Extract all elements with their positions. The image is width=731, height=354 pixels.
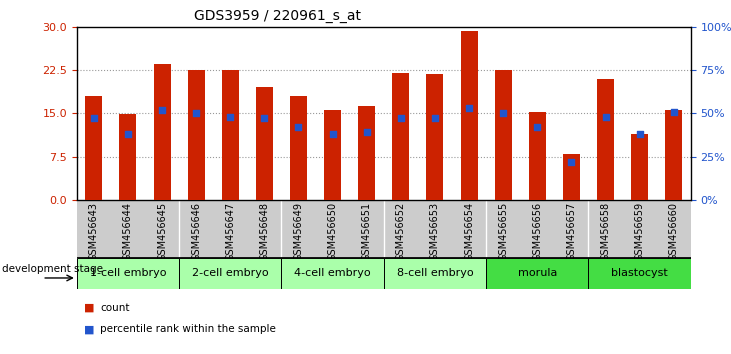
Text: GSM456658: GSM456658 <box>600 202 610 261</box>
Bar <box>665 110 682 200</box>
Text: 8-cell embryo: 8-cell embryo <box>397 268 473 279</box>
Bar <box>529 112 546 200</box>
Bar <box>358 106 375 200</box>
Text: GSM456655: GSM456655 <box>498 202 508 261</box>
Bar <box>221 70 239 200</box>
Bar <box>256 87 273 200</box>
Text: GSM456643: GSM456643 <box>88 202 99 261</box>
Bar <box>324 110 341 200</box>
Text: GSM456652: GSM456652 <box>395 202 406 261</box>
Text: GSM456651: GSM456651 <box>362 202 372 261</box>
Point <box>292 124 304 130</box>
Point <box>395 116 406 121</box>
Bar <box>393 73 409 200</box>
Bar <box>486 258 588 289</box>
Point <box>566 159 577 165</box>
Bar <box>461 30 477 200</box>
Text: 4-cell embryo: 4-cell embryo <box>295 268 371 279</box>
Bar <box>588 258 691 289</box>
Text: morula: morula <box>518 268 557 279</box>
Point <box>463 105 475 111</box>
Text: ■: ■ <box>84 303 94 313</box>
Text: GSM456649: GSM456649 <box>293 202 303 261</box>
Text: GSM456646: GSM456646 <box>191 202 201 261</box>
Point <box>190 110 202 116</box>
Bar <box>290 96 307 200</box>
Bar <box>495 70 512 200</box>
Point <box>156 107 168 113</box>
Text: percentile rank within the sample: percentile rank within the sample <box>100 324 276 334</box>
Text: GSM456660: GSM456660 <box>669 202 679 261</box>
Bar <box>179 258 281 289</box>
Text: blastocyst: blastocyst <box>611 268 668 279</box>
Point <box>88 116 99 121</box>
Point <box>668 109 680 114</box>
Bar <box>86 96 102 200</box>
Text: GSM456653: GSM456653 <box>430 202 440 261</box>
Text: GSM456657: GSM456657 <box>567 202 577 261</box>
Bar <box>188 70 205 200</box>
Text: development stage: development stage <box>1 264 102 274</box>
Text: count: count <box>100 303 129 313</box>
Point <box>327 131 338 137</box>
Point <box>361 130 373 135</box>
Point <box>531 124 543 130</box>
Text: GSM456659: GSM456659 <box>635 202 645 261</box>
Text: GSM456644: GSM456644 <box>123 202 133 261</box>
Text: 1-cell embryo: 1-cell embryo <box>90 268 166 279</box>
Point <box>497 110 509 116</box>
Text: GSM456647: GSM456647 <box>225 202 235 261</box>
Bar <box>281 258 384 289</box>
Bar <box>563 154 580 200</box>
Bar <box>119 114 137 200</box>
Point <box>634 131 645 137</box>
Point <box>224 114 236 120</box>
Bar <box>77 258 179 289</box>
Point <box>599 114 611 120</box>
Text: GSM456656: GSM456656 <box>532 202 542 261</box>
Text: GSM456645: GSM456645 <box>157 202 167 261</box>
Text: GSM456648: GSM456648 <box>260 202 270 261</box>
Point <box>429 116 441 121</box>
Text: 2-cell embryo: 2-cell embryo <box>192 268 268 279</box>
Text: GSM456650: GSM456650 <box>327 202 338 261</box>
Text: GDS3959 / 220961_s_at: GDS3959 / 220961_s_at <box>194 9 361 23</box>
Point <box>259 116 270 121</box>
Bar <box>154 64 170 200</box>
Bar <box>384 258 486 289</box>
Text: GSM456654: GSM456654 <box>464 202 474 261</box>
Bar <box>426 74 444 200</box>
Point <box>122 131 134 137</box>
Bar <box>597 79 614 200</box>
Text: ■: ■ <box>84 324 94 334</box>
Bar <box>631 133 648 200</box>
